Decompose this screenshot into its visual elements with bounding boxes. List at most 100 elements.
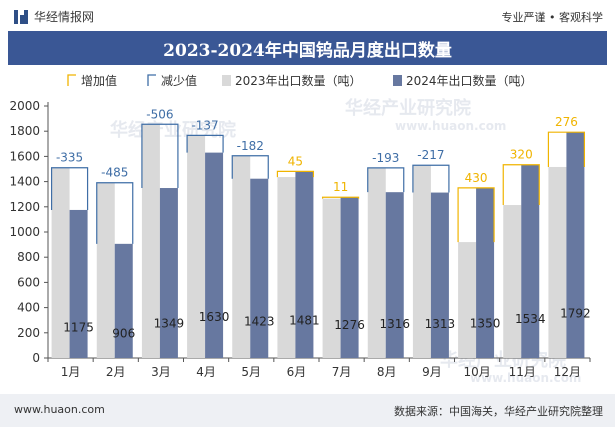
x-tick-label: 5月 [241,365,261,379]
bar-2023 [548,166,567,358]
value-label-2024: 1349 [154,316,185,330]
footer-url: www.huaon.com [14,403,105,416]
bar-2023 [412,165,431,358]
y-tick-label: 200 [17,326,40,340]
bar-2023 [51,167,70,358]
x-tick-label: 6月 [287,365,307,379]
bar-2024 [205,152,224,358]
bar-2023 [458,242,477,358]
x-tick-label: 10月 [463,365,490,379]
axes: 0 200 400 600 800 1000 1200 1400 1600 1800 2000 1月 2… [9,99,591,379]
chart-title: 2023-2024年中国钨品月度出口数量 [8,31,607,65]
value-label-2024: 1534 [515,312,546,326]
change-marker [547,131,586,167]
watermark-text: 华经产业研究院 [345,97,471,119]
footer: www.huaon.com 数据来源：中国海关，华经产业研究院整理 [0,394,615,427]
change-label: 320 [510,148,533,162]
x-tick-label: 1月 [61,365,81,379]
bar-2024 [566,132,585,358]
data-labels: -335 1175 -485 906 -506 1349 -137 1630 -182 1423 4… [56,107,591,340]
bar-2024 [114,243,133,358]
bar-2023 [322,198,341,358]
bar-2024 [476,187,495,358]
tagline: 专业严谨 • 客观科学 [501,11,603,24]
legend-label: 增加值 [81,73,117,88]
change-marker [186,134,224,153]
header: 华经情报网 专业严谨 • 客观科学 [0,0,615,30]
y-tick-label: 400 [17,301,40,315]
bar-2024 [521,164,540,358]
x-tick-label: 12月 [554,365,581,379]
value-label-2024: 1423 [244,315,275,329]
value-label-2024: 1792 [560,306,591,320]
y-tick-label: 1400 [9,175,40,189]
x-tick-label: 2月 [106,365,126,379]
x-tick-label: 8月 [377,365,397,379]
change-label: -485 [101,166,128,180]
chart-area: 华经产业研究院 华经产业研究院 华经产业研究院 www.huaon.com www.hu… [0,66,615,396]
value-label-2024: 1481 [289,313,320,327]
bar-2023 [503,205,522,358]
change-label: 430 [465,171,488,185]
value-label-2024: 1630 [199,310,230,324]
bar-2024 [295,171,314,358]
change-marker [321,196,360,199]
change-label: -182 [237,139,264,153]
change-marker [367,167,405,193]
bar-2023 [96,182,115,358]
watermark-url: www.huaon.com [470,371,581,385]
x-tick-label: 7月 [332,365,352,379]
footer-source: 数据来源：中国海关，华经产业研究院整理 [394,405,603,418]
value-label-2024: 1276 [334,318,365,332]
change-label: 45 [288,154,303,168]
logo: 华经情报网 [14,8,94,25]
value-label-2024: 1350 [470,316,501,330]
y-tick-label: 1200 [9,200,40,214]
change-label: -335 [56,151,83,165]
change-label: 11 [333,180,348,194]
bar-2023 [232,155,251,358]
bar-2023 [367,167,386,358]
bar-2024 [159,188,178,358]
legend-swatch-decrease [147,74,156,86]
legend-label: 2024年出口数量（吨） [406,73,533,88]
change-marker [231,155,269,179]
change-label: -506 [146,107,173,121]
bar-2023 [141,124,160,358]
y-tick-label: 800 [17,250,40,264]
legend-swatch-bar_2024 [393,75,402,86]
y-tick-label: 1800 [9,124,40,138]
bar-2024 [430,192,449,358]
change-marker [96,182,134,244]
change-label: -137 [191,118,218,132]
x-tick-label: 3月 [151,365,171,379]
x-tick-label: 4月 [196,365,216,379]
change-marker [50,167,89,210]
change-marker [457,187,495,243]
bar-2024 [69,209,88,358]
change-label: -193 [372,151,399,165]
bar-2023 [187,135,206,358]
y-tick-label: 1600 [9,149,40,163]
legend-label: 2023年出口数量（吨） [235,73,362,88]
y-tick-label: 600 [17,275,40,289]
value-label-2024: 1175 [63,320,94,334]
watermark-url: www.huaon.com [395,119,506,133]
value-label-2024: 906 [112,326,135,340]
change-marker [276,170,315,178]
bar-2024 [250,178,269,358]
legend-swatch-bar_2023 [222,75,231,86]
logo-text: 华经情报网 [34,10,95,24]
y-tick-label: 1000 [9,225,40,239]
y-tick-label: 2000 [9,99,40,113]
legend-label: 减少值 [161,73,197,88]
change-marker [412,164,450,193]
value-label-2024: 1313 [425,317,456,331]
bars [50,123,586,358]
bar-2024 [340,197,359,358]
legend-swatch-increase [67,74,76,86]
bar-2023 [277,177,296,358]
change-label: -217 [417,148,444,162]
logo-icon [14,9,28,24]
change-label: 276 [555,115,578,129]
